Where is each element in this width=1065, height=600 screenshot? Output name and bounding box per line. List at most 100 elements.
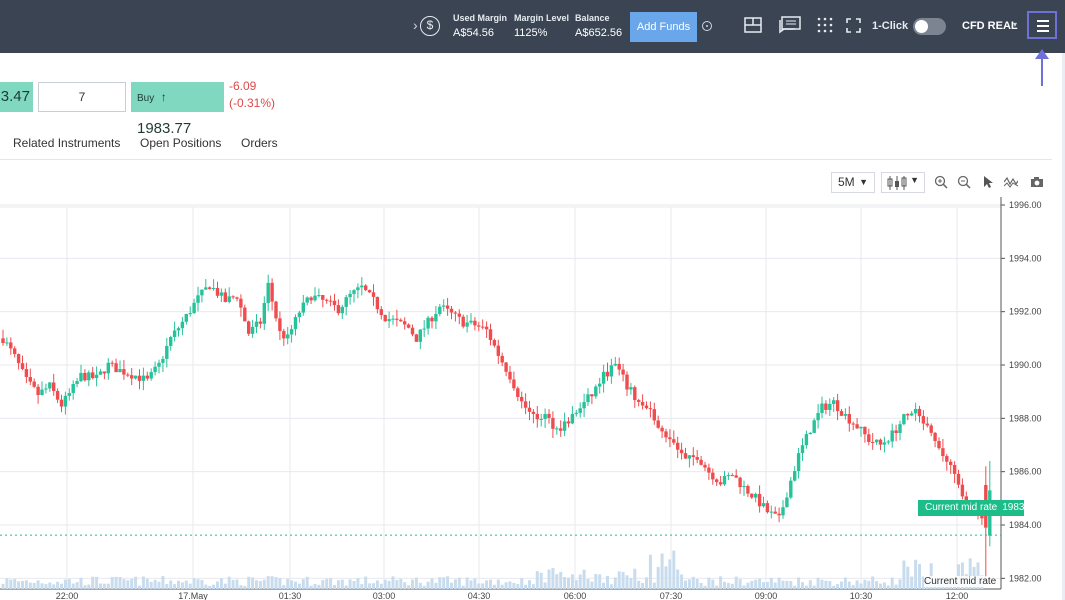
- timeframe-select[interactable]: 5M ▼: [831, 172, 875, 193]
- tab-open-positions[interactable]: Open Positions: [140, 136, 222, 150]
- candle-body: [816, 412, 820, 421]
- info-circle-icon[interactable]: [702, 21, 712, 31]
- volume-bar: [719, 576, 723, 589]
- tab-related-instruments[interactable]: Related Instruments: [13, 136, 121, 150]
- candle-body: [683, 453, 688, 459]
- dollar-circle-icon[interactable]: $: [420, 16, 440, 36]
- candle-body: [371, 292, 376, 297]
- volume-bar: [301, 579, 305, 589]
- volume-bar: [266, 576, 270, 589]
- volume-bar: [161, 576, 165, 589]
- volume-bar: [551, 568, 555, 589]
- volume-bar: [67, 579, 71, 589]
- volume-bar: [684, 580, 687, 589]
- tab-orders[interactable]: Orders: [241, 136, 278, 150]
- zoom-out-icon[interactable]: [957, 175, 971, 189]
- fullscreen-icon[interactable]: [846, 18, 861, 33]
- volume-bar: [539, 572, 543, 589]
- candle-body: [13, 348, 17, 355]
- candle-body: [274, 301, 278, 319]
- candle-body: [223, 292, 227, 302]
- candle-body: [785, 497, 789, 508]
- candle-body: [9, 342, 13, 349]
- candle-body: [430, 317, 434, 322]
- candle-body: [496, 345, 500, 356]
- chevron-right-icon[interactable]: ›: [413, 17, 418, 33]
- volume-bar: [687, 579, 691, 589]
- volume-bar: [602, 582, 606, 589]
- chevron-down-icon[interactable]: ▾: [1013, 20, 1018, 29]
- volume-bar: [781, 580, 785, 589]
- chevron-down-icon: ▼: [859, 177, 868, 187]
- x-tick-label: 09:00: [755, 591, 778, 600]
- volume-bar: [216, 581, 219, 589]
- candle-body: [804, 434, 809, 446]
- buy-button[interactable]: Buy ↑ 1983.77: [131, 82, 224, 137]
- candle-body: [695, 456, 699, 460]
- volume-bar: [1, 583, 5, 589]
- volume-bar: [118, 576, 122, 589]
- candle-body: [235, 297, 239, 299]
- volume-bar: [508, 581, 512, 589]
- volume-bar: [496, 579, 500, 589]
- candle-body: [332, 300, 337, 306]
- candle-body: [898, 424, 902, 434]
- volume-bar: [648, 554, 652, 589]
- grid-icon[interactable]: [817, 17, 833, 33]
- y-tick-label: 1988.00: [1009, 413, 1042, 423]
- volume-bar: [843, 577, 847, 589]
- candle-body: [906, 414, 910, 416]
- candle-body: [874, 439, 879, 443]
- indicator-icon[interactable]: [1004, 175, 1018, 189]
- one-click-toggle[interactable]: [913, 18, 946, 35]
- volume-bar: [99, 583, 102, 589]
- add-funds-button[interactable]: Add Funds: [630, 12, 697, 42]
- volume-bar: [446, 576, 450, 589]
- candle-body: [289, 329, 294, 335]
- volume-bar: [738, 579, 742, 589]
- volume-bar: [149, 581, 153, 589]
- used-margin-label: Used Margin: [453, 13, 508, 23]
- volume-bar: [762, 582, 765, 589]
- volume-bar: [812, 585, 816, 589]
- volume-bar: [851, 585, 855, 589]
- candle-body: [317, 295, 321, 297]
- volume-bar: [235, 579, 239, 589]
- candle-body: [894, 430, 898, 434]
- candle-body: [204, 287, 208, 290]
- volume-bar: [773, 582, 777, 589]
- volume-bar: [637, 580, 641, 589]
- candle-body: [145, 375, 149, 379]
- layout-icon[interactable]: [744, 17, 762, 33]
- camera-icon[interactable]: [1030, 175, 1044, 189]
- candle-body: [438, 306, 442, 315]
- quantity-input[interactable]: [38, 82, 126, 112]
- volume-bar: [879, 583, 882, 589]
- candle-body: [769, 511, 773, 513]
- candle-body: [336, 305, 341, 314]
- volume-bar: [555, 574, 559, 589]
- price-chart[interactable]: 1996.00 1994.00 1992.00 1990.00 1988.00 1986.…: [0, 197, 1062, 600]
- candle-body: [110, 362, 114, 364]
- candle-body: [672, 439, 676, 443]
- candle-body: [800, 445, 805, 454]
- volume-bar: [590, 581, 594, 589]
- volume-bar: [918, 563, 921, 589]
- menu-icon[interactable]: [1027, 11, 1057, 39]
- cursor-icon[interactable]: [981, 175, 995, 189]
- volume-bar: [258, 581, 262, 589]
- chart-type-select[interactable]: ▼: [881, 172, 925, 193]
- candle-body: [141, 375, 146, 381]
- candle-body: [956, 473, 961, 485]
- volume-bar: [407, 585, 411, 589]
- candle-body: [890, 430, 894, 442]
- volume-bar: [528, 580, 531, 589]
- zoom-in-icon[interactable]: [934, 175, 948, 189]
- candle-body: [543, 413, 547, 419]
- volume-bar: [609, 584, 613, 589]
- candle-body: [488, 329, 493, 341]
- chat-icon[interactable]: [779, 16, 801, 34]
- sell-button[interactable]: 3.47: [0, 82, 33, 112]
- y-tick-label: 1984.00: [1009, 520, 1042, 530]
- account-selector[interactable]: CFD REAL: [962, 20, 1018, 32]
